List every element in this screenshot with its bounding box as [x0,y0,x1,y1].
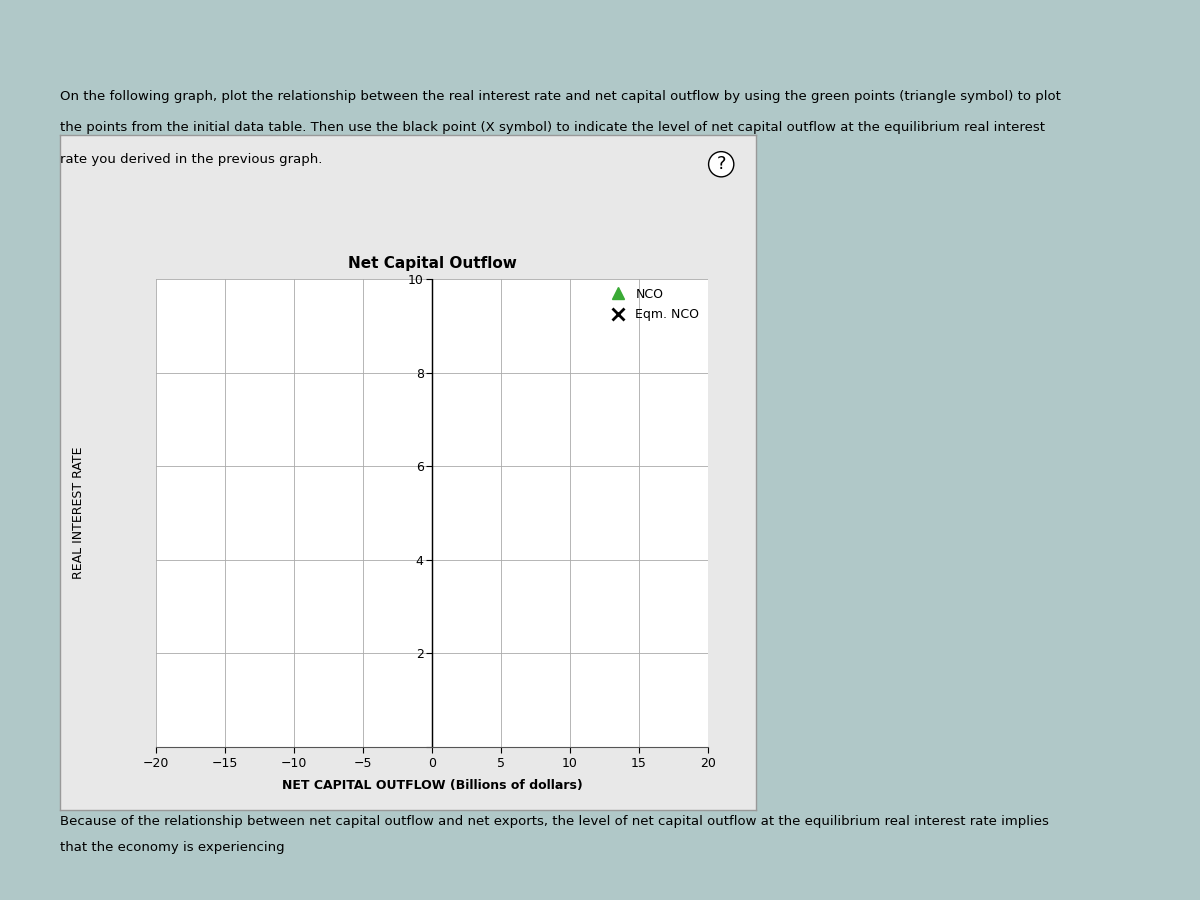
Text: the points from the initial data table. Then use the black point (X symbol) to i: the points from the initial data table. … [60,122,1045,134]
Text: REAL INTEREST RATE: REAL INTEREST RATE [72,446,84,580]
Text: On the following graph, plot the relationship between the real interest rate and: On the following graph, plot the relatio… [60,90,1061,103]
Title: Net Capital Outflow: Net Capital Outflow [348,256,516,271]
Text: ?: ? [716,155,726,173]
Legend: NCO, Eqm. NCO: NCO, Eqm. NCO [600,283,704,327]
Text: Because of the relationship between net capital outflow and net exports, the lev: Because of the relationship between net … [60,814,1049,827]
Text: rate you derived in the previous graph.: rate you derived in the previous graph. [60,153,323,166]
X-axis label: NET CAPITAL OUTFLOW (Billions of dollars): NET CAPITAL OUTFLOW (Billions of dollars… [282,778,582,792]
Text: that the economy is experiencing: that the economy is experiencing [60,842,284,854]
